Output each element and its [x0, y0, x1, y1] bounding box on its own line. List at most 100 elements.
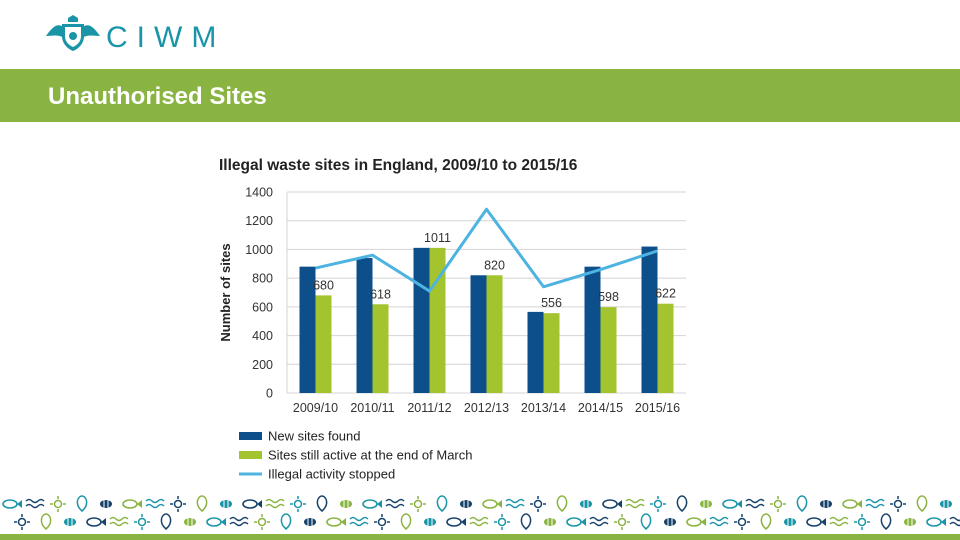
y-tick-label: 400: [252, 329, 273, 343]
bee-stripes-icon: [223, 500, 229, 508]
bar-active-sites: [486, 275, 503, 393]
logo-wordmark: CIWM: [106, 21, 226, 54]
bar-new-sites: [299, 266, 316, 393]
bee-stripes-icon: [583, 500, 589, 508]
fish-tail-icon: [941, 518, 946, 526]
fish-tail-icon: [17, 500, 22, 508]
data-label: 1011: [424, 231, 451, 245]
bee-icon: [784, 518, 796, 526]
fish-icon: [206, 517, 222, 527]
fish-icon: [602, 499, 618, 509]
sun-icon: [737, 517, 747, 527]
leaf-icon: [280, 513, 292, 530]
legend: New sites found Sites still active at the…: [239, 429, 472, 482]
fish-icon: [806, 517, 822, 527]
sun-icon: [893, 499, 903, 509]
y-tick-label: 1200: [245, 214, 273, 228]
leaf-icon: [796, 495, 808, 512]
bee-icon: [184, 518, 196, 526]
data-labels: 680 618 1011 820 556 598 622: [313, 231, 676, 310]
leaf-icon: [676, 495, 688, 512]
fish-icon: [722, 499, 738, 509]
waves-icon: [745, 498, 765, 509]
sun-icon: [173, 499, 183, 509]
sun-rays-icon: [134, 514, 150, 530]
y-axis-label: Number of sites: [218, 243, 233, 341]
y-ticks: 0 200 400 600 800 1000 1200 1400: [245, 186, 273, 401]
bee-icon: [460, 500, 472, 508]
fish-icon: [446, 517, 462, 527]
bar-active-sites: [600, 307, 617, 393]
leaf-icon: [316, 495, 328, 512]
legend-label: Sites still active at the end of March: [268, 448, 472, 463]
leaf-icon: [436, 495, 448, 512]
decorative-icons: [2, 495, 960, 530]
fish-tail-icon: [101, 518, 106, 526]
data-label: 680: [313, 278, 334, 292]
legend-label: Illegal activity stopped: [268, 467, 395, 482]
bee-icon: [100, 500, 112, 508]
data-label: 618: [370, 287, 391, 301]
footer-bar: [0, 534, 960, 540]
bee-stripes-icon: [703, 500, 709, 508]
fish-icon: [86, 517, 102, 527]
bar-active-sites: [657, 303, 674, 393]
bee-icon: [820, 500, 832, 508]
sun-rays-icon: [614, 514, 630, 530]
sun-icon: [857, 517, 867, 527]
sun-rays-icon: [770, 496, 786, 512]
leaf-icon: [556, 495, 568, 512]
bee-stripes-icon: [907, 518, 913, 526]
fish-icon: [122, 499, 138, 509]
waves-icon: [145, 498, 165, 509]
data-label: 556: [541, 296, 562, 310]
fish-icon: [842, 499, 858, 509]
sun-rays-icon: [890, 496, 906, 512]
fish-tail-icon: [137, 500, 142, 508]
bar-active-sites: [543, 313, 560, 393]
bee-icon: [304, 518, 316, 526]
sun-rays-icon: [410, 496, 426, 512]
sun-rays-icon: [854, 514, 870, 530]
leaf-icon: [196, 495, 208, 512]
waves-icon: [589, 516, 609, 527]
fish-icon: [362, 499, 378, 509]
sun-rays-icon: [254, 514, 270, 530]
bee-stripes-icon: [103, 500, 109, 508]
waves-icon: [505, 498, 525, 509]
bee-icon: [580, 500, 592, 508]
waves-icon: [385, 498, 405, 509]
bee-stripes-icon: [667, 518, 673, 526]
bee-icon: [424, 518, 436, 526]
waves-icon: [469, 516, 489, 527]
slide-title: Unauthorised Sites: [48, 83, 267, 110]
leaf-icon: [160, 513, 172, 530]
waves-icon: [865, 498, 885, 509]
leaf-icon: [400, 513, 412, 530]
y-tick-label: 0: [266, 387, 273, 401]
x-tick-label: 2015/16: [635, 401, 680, 415]
leaf-icon: [880, 513, 892, 530]
bee-stripes-icon: [787, 518, 793, 526]
crest-icon: [46, 15, 100, 51]
bar-new-sites: [413, 247, 430, 393]
sun-icon: [17, 517, 27, 527]
x-tick-label: 2011/12: [407, 401, 451, 415]
fish-tail-icon: [701, 518, 706, 526]
fish-tail-icon: [857, 500, 862, 508]
chart: Illegal waste sites in England, 2009/10 …: [210, 148, 710, 488]
data-label: 622: [655, 287, 676, 301]
sun-icon: [257, 517, 267, 527]
sun-rays-icon: [494, 514, 510, 530]
x-ticks: 2009/10 2010/11 2011/12 2012/13 2013/14 2014/…: [293, 401, 680, 415]
fish-icon: [2, 499, 18, 509]
sun-icon: [773, 499, 783, 509]
bee-icon: [340, 500, 352, 508]
fish-icon: [482, 499, 498, 509]
y-tick-label: 1400: [245, 186, 273, 200]
sun-icon: [53, 499, 63, 509]
fish-tail-icon: [257, 500, 262, 508]
bee-icon: [64, 518, 76, 526]
y-tick-label: 1000: [245, 243, 273, 257]
fish-tail-icon: [341, 518, 346, 526]
